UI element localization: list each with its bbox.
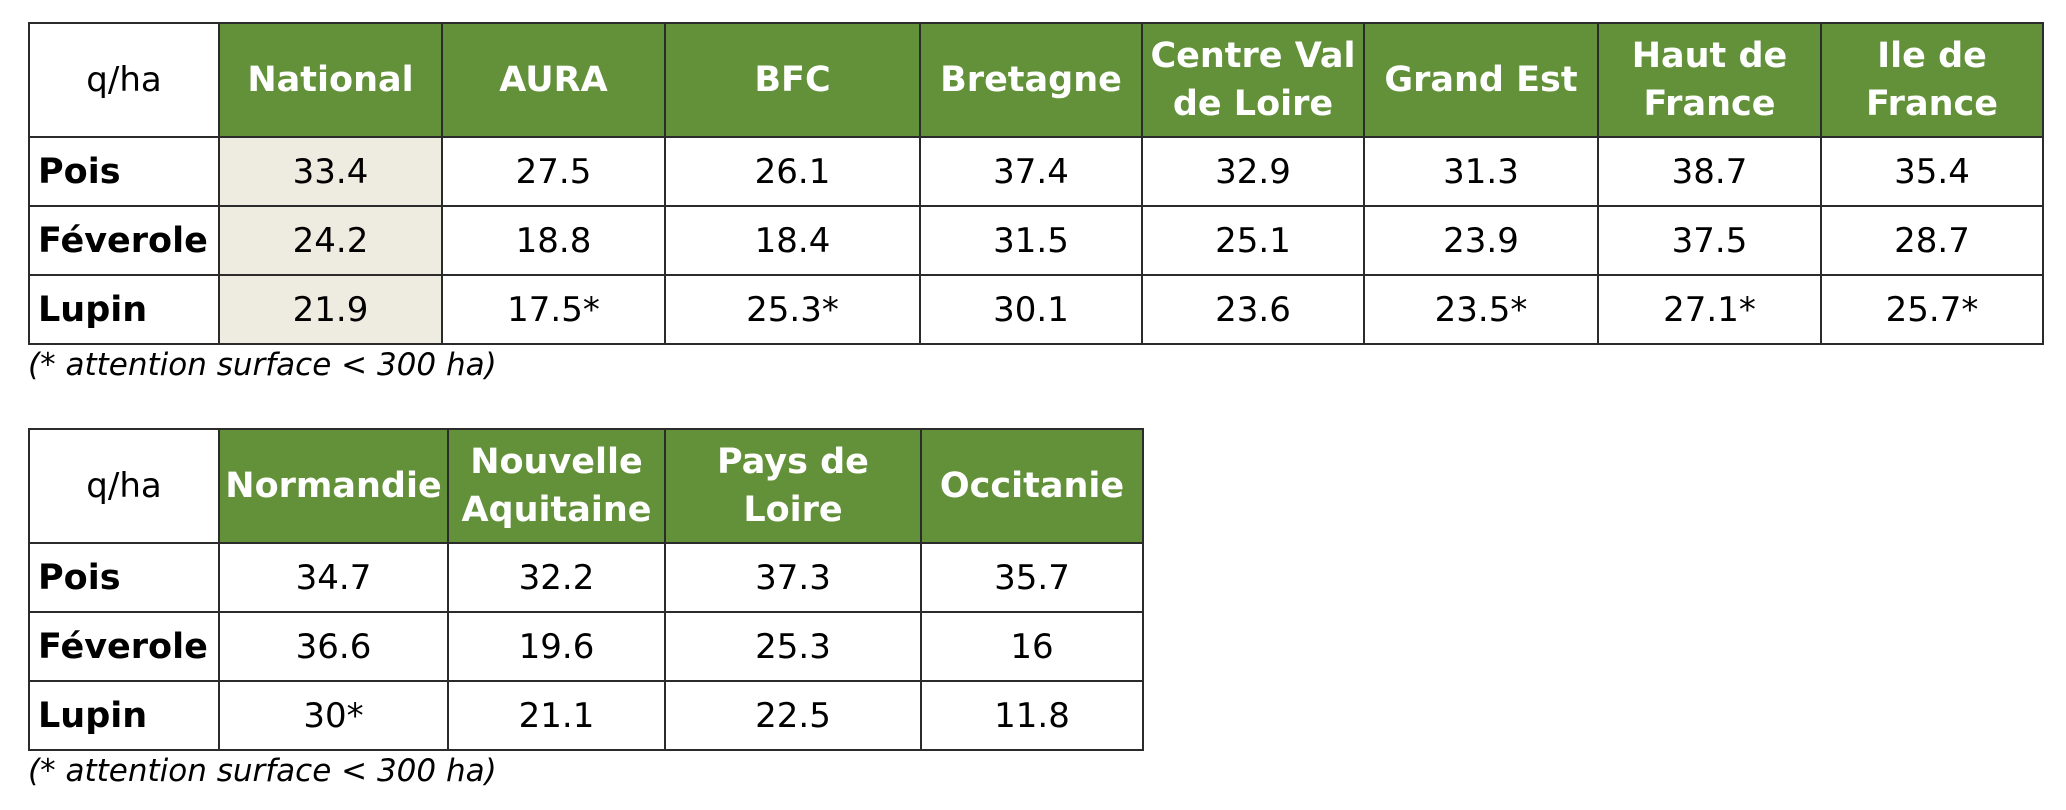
table-cell: 25.7* — [1820, 274, 2044, 345]
table-header-row: q/ha Normandie Nouvelle Aquitaine Pays d… — [28, 428, 1144, 544]
column-header-bretagne: Bretagne — [919, 22, 1143, 138]
column-header-nouvelle-aquitaine: Nouvelle Aquitaine — [447, 428, 666, 544]
unit-label: q/ha — [28, 428, 220, 544]
table-cell: 37.3 — [664, 542, 922, 613]
table-cell: 25.1 — [1141, 205, 1365, 276]
table-cell: 18.8 — [441, 205, 666, 276]
table-cell: 24.2 — [218, 205, 443, 276]
row-header: Lupin — [28, 680, 220, 751]
table-cell: 32.9 — [1141, 136, 1365, 207]
row-header: Féverole — [28, 611, 220, 682]
table-cell: 25.3* — [664, 274, 921, 345]
table-cell: 21.1 — [447, 680, 666, 751]
table-cell: 18.4 — [664, 205, 921, 276]
column-header-ile-de-france: Ile de France — [1820, 22, 2044, 138]
table-cell: 36.6 — [218, 611, 449, 682]
column-header-occitanie: Occitanie — [920, 428, 1144, 544]
table-cell: 31.5 — [919, 205, 1143, 276]
row-header: Lupin — [28, 274, 220, 345]
table-cell: 30* — [218, 680, 449, 751]
row-header: Pois — [28, 136, 220, 207]
table-cell: 17.5* — [441, 274, 666, 345]
yield-table-1: q/ha National AURA BFC Bretagne Centre V… — [28, 22, 2044, 345]
table-cell: 26.1 — [664, 136, 921, 207]
table-cell: 27.1* — [1597, 274, 1822, 345]
table-cell: 31.3 — [1363, 136, 1599, 207]
table-row-pois: Pois 33.4 27.5 26.1 37.4 32.9 31.3 38.7 … — [28, 136, 2044, 207]
table-cell: 23.6 — [1141, 274, 1365, 345]
row-header: Féverole — [28, 205, 220, 276]
table-cell: 37.4 — [919, 136, 1143, 207]
table-cell: 32.2 — [447, 542, 666, 613]
table-cell: 22.5 — [664, 680, 922, 751]
column-header-haut-de-france: Haut de France — [1597, 22, 1822, 138]
table-cell: 21.9 — [218, 274, 443, 345]
table-cell: 30.1 — [919, 274, 1143, 345]
table-cell: 11.8 — [920, 680, 1144, 751]
table-cell: 25.3 — [664, 611, 922, 682]
column-header-aura: AURA — [441, 22, 666, 138]
table-cell: 37.5 — [1597, 205, 1822, 276]
table-cell: 34.7 — [218, 542, 449, 613]
table-cell: 35.4 — [1820, 136, 2044, 207]
table-cell: 38.7 — [1597, 136, 1822, 207]
table-cell: 28.7 — [1820, 205, 2044, 276]
footnote-1: (* attention surface < 300 ha) — [28, 347, 497, 383]
unit-label: q/ha — [28, 22, 220, 138]
table-cell: 33.4 — [218, 136, 443, 207]
table-row-feverole: Féverole 24.2 18.8 18.4 31.5 25.1 23.9 3… — [28, 205, 2044, 276]
table-row-feverole: Féverole 36.6 19.6 25.3 16 — [28, 611, 1144, 682]
table-header-row: q/ha National AURA BFC Bretagne Centre V… — [28, 22, 2044, 138]
column-header-pays-de-loire: Pays de Loire — [664, 428, 922, 544]
table-row-lupin: Lupin 30* 21.1 22.5 11.8 — [28, 680, 1144, 751]
table-row-lupin: Lupin 21.9 17.5* 25.3* 30.1 23.6 23.5* 2… — [28, 274, 2044, 345]
table-cell: 16 — [920, 611, 1144, 682]
column-header-bfc: BFC — [664, 22, 921, 138]
table-cell: 35.7 — [920, 542, 1144, 613]
column-header-normandie: Normandie — [218, 428, 449, 544]
column-header-national: National — [218, 22, 443, 138]
table-row-pois: Pois 34.7 32.2 37.3 35.7 — [28, 542, 1144, 613]
column-header-grand-est: Grand Est — [1363, 22, 1599, 138]
row-header: Pois — [28, 542, 220, 613]
footnote-2: (* attention surface < 300 ha) — [28, 753, 497, 789]
table-cell: 23.5* — [1363, 274, 1599, 345]
table-cell: 19.6 — [447, 611, 666, 682]
table-cell: 23.9 — [1363, 205, 1599, 276]
table-cell: 27.5 — [441, 136, 666, 207]
yield-table-2: q/ha Normandie Nouvelle Aquitaine Pays d… — [28, 428, 1144, 751]
column-header-centre-val-de-loire: Centre Val de Loire — [1141, 22, 1365, 138]
